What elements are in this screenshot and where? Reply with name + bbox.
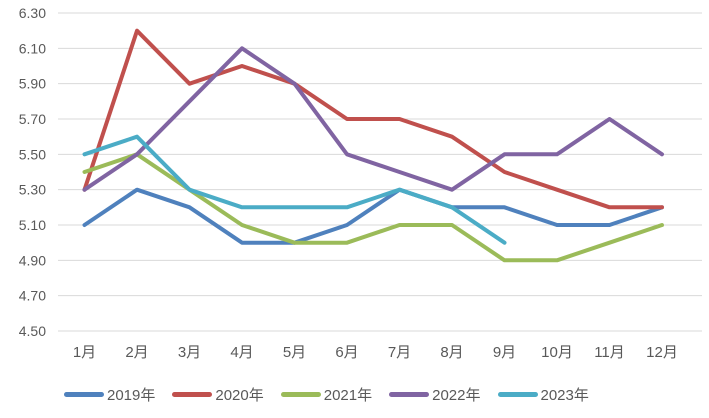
x-axis-month-label: 1月 (73, 344, 96, 361)
legend-label: 2020年 (215, 386, 264, 404)
x-axis-month-label: 10月 (541, 344, 573, 361)
series-line-3 (82, 46, 664, 192)
legend-label: 2021年 (323, 386, 373, 404)
x-axis-month-label: 4月 (230, 344, 253, 361)
legend-item-4: 2023年 (497, 384, 589, 405)
y-axis-tick-label: 4.50 (19, 323, 46, 339)
x-axis-month-label: 3月 (178, 344, 201, 361)
legend-label: 2019年 (107, 386, 156, 404)
x-axis-month-label: 8月 (440, 344, 463, 361)
legend-label: 2022年 (432, 386, 481, 404)
x-axis-month-label: 9月 (493, 344, 516, 361)
y-axis-tick-label: 5.70 (19, 111, 46, 127)
y-axis-tick-label: 6.10 (19, 40, 46, 56)
plot-area: 6.30 6.10 5.90 5.70 5.50 5.30 5.10 4.90 4.70 4.50… (19, 5, 702, 361)
series-line-0 (82, 187, 664, 245)
x-axis-month-label: 11月 (594, 344, 625, 361)
x-axis-month-label: 6月 (335, 344, 358, 361)
y-axis-tick-label: 6.30 (19, 5, 46, 21)
legend-swatch-icon (389, 391, 430, 397)
x-axis-month-label: 5月 (283, 344, 306, 361)
legend-swatch-icon (497, 391, 538, 397)
series-line-1 (82, 28, 664, 210)
legend-item-3: 2022年 (389, 384, 481, 405)
series-line-2 (82, 152, 664, 263)
legend-item-2: 2021年 (280, 384, 373, 405)
legend-item-1: 2020年 (172, 384, 264, 405)
x-axis-month-label: 12月 (646, 344, 678, 361)
x-axis-month-label: 7月 (388, 344, 411, 361)
series-line-4 (82, 134, 507, 245)
x-axis-month-label: 2月 (125, 344, 148, 361)
y-axis-tick-label: 4.70 (19, 288, 46, 304)
y-axis-tick-label: 5.90 (19, 76, 46, 92)
legend-swatch-icon (280, 391, 321, 397)
y-axis-tick-label: 5.10 (19, 217, 46, 233)
legend-label: 2023年 (540, 386, 589, 404)
y-axis-tick-label: 5.50 (19, 146, 46, 162)
legend-item-0: 2019年 (64, 384, 155, 405)
legend-swatch-icon (64, 391, 104, 397)
legend-swatch-icon (172, 391, 213, 397)
y-axis-tick-label: 5.30 (19, 182, 46, 198)
legend: 2019年 2020年 2021年 2022年 2023年 (0, 380, 709, 408)
y-axis-tick-label: 4.90 (19, 252, 46, 268)
